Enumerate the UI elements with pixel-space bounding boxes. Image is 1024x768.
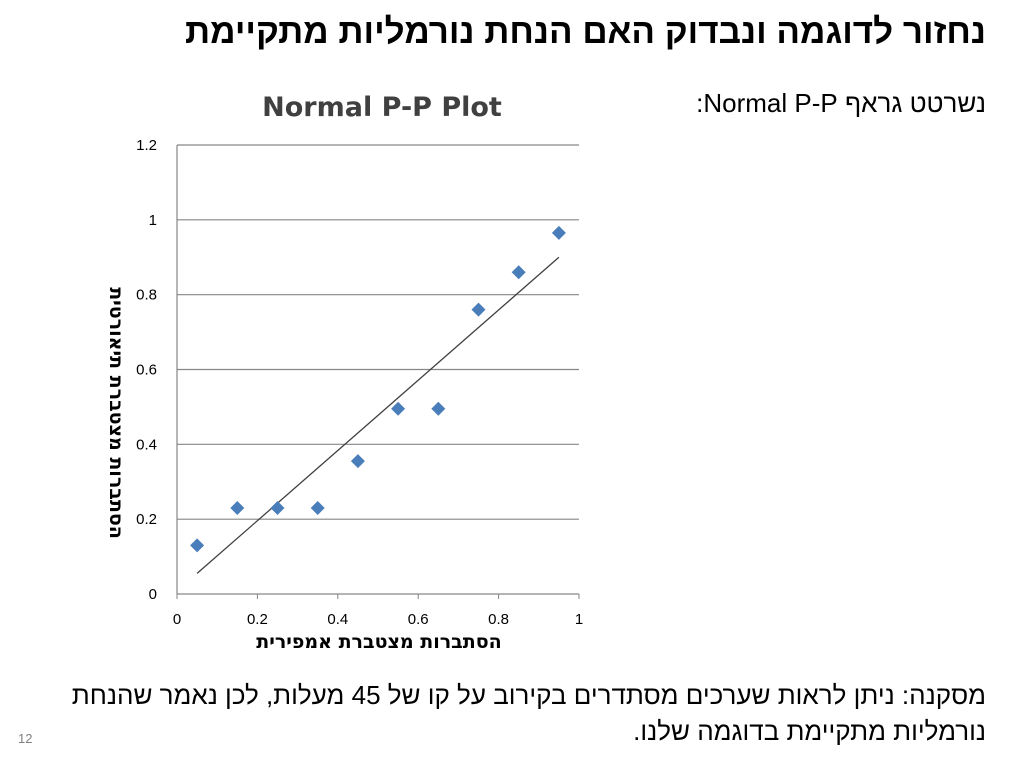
- x-tick-label: 0.6: [408, 611, 429, 628]
- pp-plot-caption: נשרטט גראף Normal P-P:: [696, 88, 986, 118]
- data-point: [471, 302, 486, 317]
- data-points: [190, 225, 566, 553]
- data-point: [230, 500, 245, 515]
- conclusion-text: מסקנה: ניתן לראות שערכים מסתדרים בקירוב …: [71, 680, 986, 746]
- data-point: [391, 401, 406, 416]
- slide-title: נחזור לדוגמה ונבדוק האם הנחת נורמליות מת…: [185, 12, 986, 51]
- chart-title: Normal P-P Plot: [262, 92, 502, 123]
- data-point: [310, 500, 325, 515]
- data-point: [511, 265, 526, 280]
- x-axis-label: הסתברות מצטברת אמפירית: [256, 631, 501, 653]
- x-tick-label: 0: [173, 611, 181, 628]
- axes: 0 0.2 0.4 0.6 0.8 1 1.2 0 0.2 0.4 0.6 0.8 1: [136, 137, 583, 628]
- y-tick-label: 0.2: [136, 511, 157, 528]
- data-point: [190, 538, 205, 553]
- y-tick-label: 1.2: [136, 137, 157, 154]
- y-tick-label: 1: [149, 212, 157, 229]
- data-point: [350, 454, 365, 469]
- y-tick-label: 0.6: [136, 362, 157, 379]
- reference-line-layer: [196, 256, 560, 574]
- y-axis-label: הסתברות מצטברת תיאורטית: [105, 287, 127, 539]
- page-number: 12: [18, 731, 33, 746]
- y-tick-label: 0.8: [136, 287, 157, 304]
- x-tick-label: 0.4: [327, 611, 348, 628]
- y-tick-label: 0.4: [136, 436, 157, 453]
- x-tick-label: 0.8: [488, 611, 509, 628]
- y-tick-label: 0: [149, 586, 157, 603]
- reference-line: [196, 256, 560, 574]
- x-tick-label: 0.2: [247, 611, 268, 628]
- gridlines: [177, 144, 579, 520]
- pp-plot-chart: Normal P-P Plot 0 0.2 0.4 0.6 0.8 1 1.2 0 0.2 0.4…: [105, 92, 583, 653]
- data-point: [431, 401, 446, 416]
- x-tick-label: 1: [575, 611, 583, 628]
- data-point: [551, 225, 566, 240]
- data-point: [270, 500, 285, 515]
